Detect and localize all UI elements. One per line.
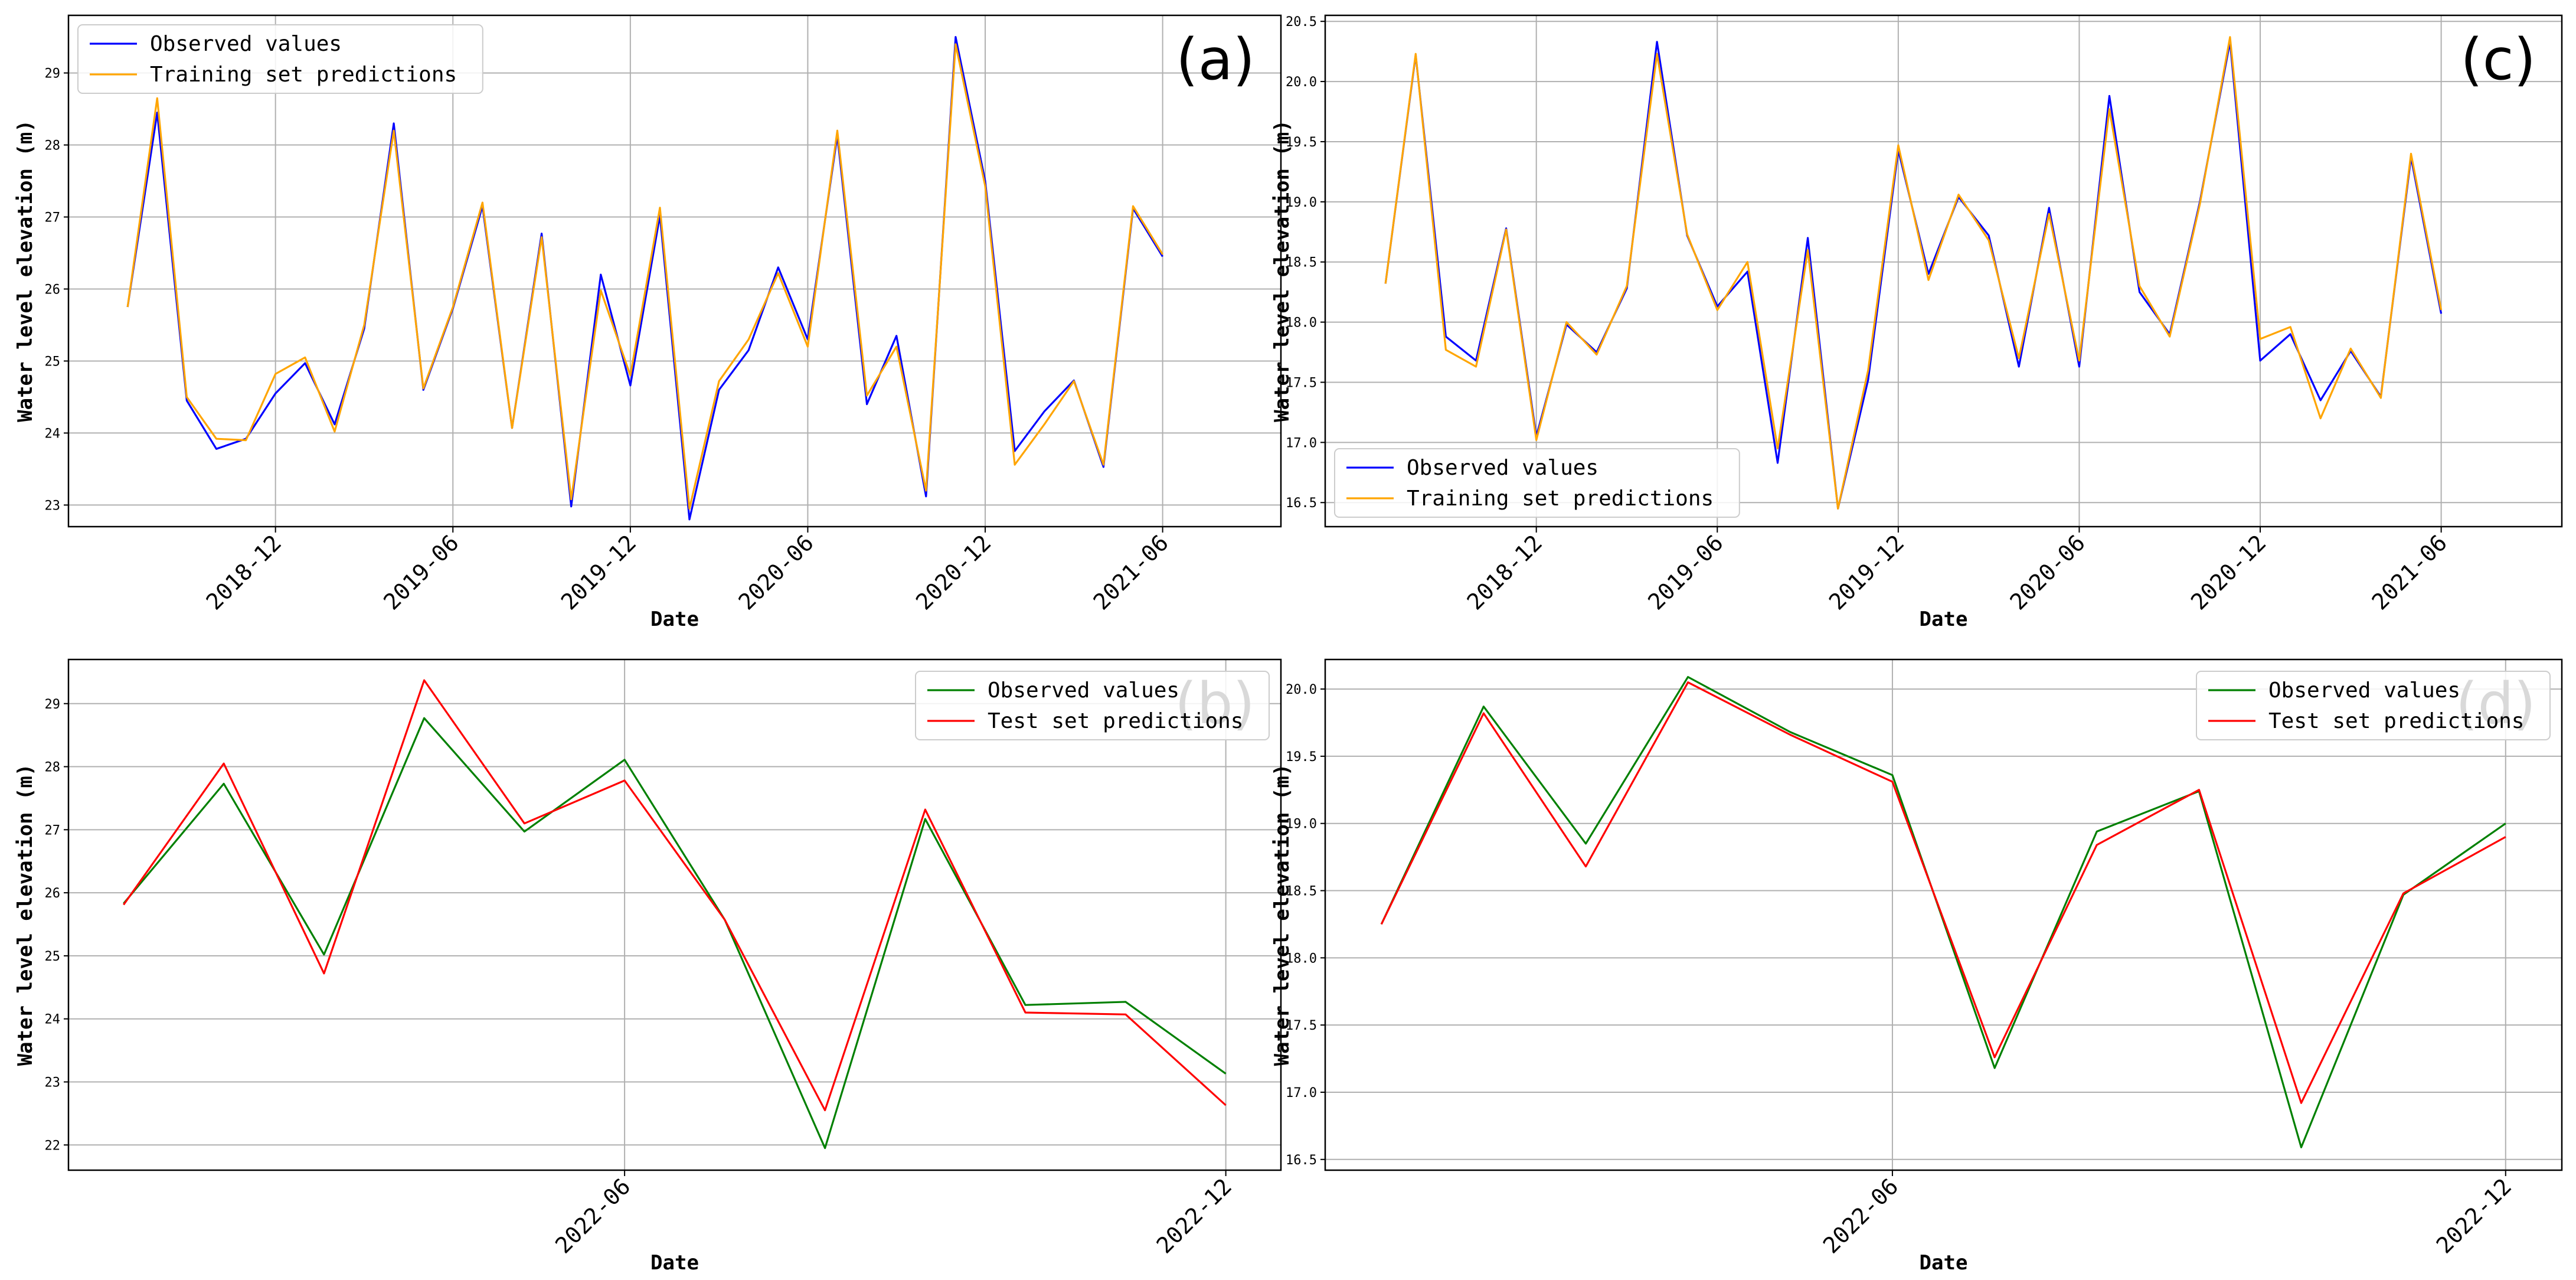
y-tick-label: 17.5 [1286,375,1317,390]
series-line-predicted [123,679,1227,1112]
y-tick-label: 18.0 [1286,316,1317,331]
x-tick-label: 2020-12 [911,530,996,615]
y-axis-label: Water level elevation (m) [14,764,37,1066]
legend: Observed values Test set predictions [915,671,1270,740]
y-tick-label: 26 [45,886,61,901]
legend: Observed values Training set predictions [77,24,483,94]
legend-box [2196,671,2551,740]
legend-label: Observed values [1407,456,1598,480]
x-tick-label: 2019-06 [378,530,463,615]
y-tick-label: 19.0 [1286,817,1317,832]
y-tick-label: 16.5 [1286,496,1317,511]
y-tick-label: 28 [45,139,61,154]
legend-label: Training set predictions [1407,486,1714,511]
x-tick-label: 2022-06 [550,1173,635,1258]
y-tick-label: 18.5 [1286,256,1317,270]
axes-frame [67,658,1282,1171]
x-tick-label: 2022-12 [1152,1173,1237,1258]
y-tick-label: 28 [45,760,61,775]
legend: Observed values Test set predictions [2196,671,2551,740]
axes-frame [1324,14,2563,528]
panel-d: 16.5 17.0 17.5 18.0 18.5 19.0 19.5 20.0 2022-06 2… [1270,658,2563,1275]
y-axis-label: Water level elevation (m) [14,120,37,422]
panel-a: 23 24 25 26 27 28 29 2018-12 2019-06 2019-12 2020-… [14,14,1282,631]
panel-label: (c) [2460,27,2536,93]
y-axis-label: Water level elevation (m) [1270,120,1294,422]
legend-box [1334,448,1740,518]
y-tick-label: 18.5 [1286,884,1317,899]
y-tick-label: 27 [45,211,61,226]
axes-frame [67,14,1282,528]
legend-label: Observed values [150,32,342,56]
legend-label: Observed values [2268,678,2460,703]
x-tick-label: 2020-06 [733,530,818,615]
x-tick-label: 2018-12 [1462,530,1547,615]
legend-label: Observed values [988,678,1179,703]
y-tick-label: 20.5 [1286,15,1317,30]
series-line-predicted [1384,36,2443,510]
panel-label: (a) [1176,27,1255,93]
y-tick-label: 18.0 [1286,951,1317,966]
y-tick-label: 20.0 [1286,683,1317,697]
panel-b: 22 23 24 25 26 27 28 29 2022-06 2022-12 Date Water … [14,658,1282,1275]
series-line-predicted [126,43,1163,510]
legend-label: Training set predictions [150,63,457,87]
x-tick-label: 2018-12 [201,530,286,615]
y-tick-label: 23 [45,498,61,513]
series-line-observed [1380,675,2506,1148]
x-tick-label: 2020-06 [2005,530,2090,615]
y-axis-label: Water level elevation (m) [1270,764,1294,1066]
y-tick-label: 19.0 [1286,195,1317,210]
y-tick-label: 17.5 [1286,1018,1317,1033]
y-tick-label: 17.0 [1286,436,1317,450]
y-tick-label: 29 [45,697,61,712]
x-tick-label: 2019-06 [1643,530,1728,615]
y-tick-label: 23 [45,1075,61,1090]
y-tick-label: 25 [45,354,61,369]
y-tick-label: 20.0 [1286,75,1317,90]
x-axis-label: Date [1920,608,1968,631]
x-axis-label: Date [650,1251,699,1275]
x-tick-label: 2022-12 [2431,1173,2516,1258]
y-tick-label: 24 [45,426,61,441]
legend-box [77,24,483,94]
y-tick-label: 19.5 [1286,750,1317,765]
legend: Observed values Training set predictions [1334,448,1740,518]
x-tick-label: 2019-12 [1824,530,1909,615]
y-tick-label: 26 [45,282,61,297]
y-tick-label: 19.5 [1286,135,1317,150]
series-line-observed [123,717,1227,1150]
y-tick-label: 25 [45,949,61,964]
y-tick-label: 24 [45,1013,61,1027]
y-tick-label: 27 [45,823,61,838]
legend-label: Test set predictions [2268,709,2524,733]
series-line-observed [1384,41,2443,510]
legend-label: Test set predictions [988,709,1243,733]
y-tick-label: 22 [45,1138,61,1153]
legend-box [915,671,1270,740]
y-tick-label: 17.0 [1286,1086,1317,1101]
y-tick-label: 16.5 [1286,1153,1317,1168]
x-axis-label: Date [650,608,699,631]
x-axis-label: Date [1920,1251,1968,1275]
y-tick-label: 29 [45,67,61,81]
x-tick-label: 2020-12 [2186,530,2271,615]
x-tick-label: 2019-12 [556,530,641,615]
series-line-observed [126,35,1163,521]
axes-frame [1324,658,2563,1171]
x-tick-label: 2022-06 [1818,1173,1903,1258]
x-tick-label: 2021-06 [1088,530,1173,615]
series-line-predicted [1380,681,2506,1104]
x-tick-label: 2021-06 [2367,530,2452,615]
panel-c: 16.5 17.0 17.5 18.0 18.5 19.0 19.5 20.0 20.5 2018… [1270,14,2563,631]
